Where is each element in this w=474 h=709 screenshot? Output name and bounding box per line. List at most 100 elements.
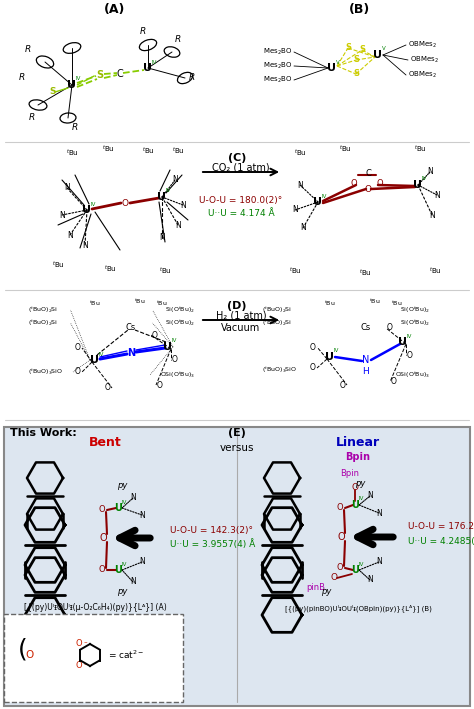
Text: IV: IV xyxy=(151,60,157,65)
Text: S: S xyxy=(345,43,351,52)
Text: [{(py)UᴵᵻOUᴵᵻ(μ-O₂C₆H₄)(py)}{Lᴬ}] (A): [{(py)UᴵᵻOUᴵᵻ(μ-O₂C₆H₄)(py)}{Lᴬ}] (A) xyxy=(24,603,166,613)
Text: $^t$Bu: $^t$Bu xyxy=(324,299,336,308)
Text: O: O xyxy=(172,355,178,364)
Text: $^t$Bu: $^t$Bu xyxy=(89,299,101,308)
Text: S: S xyxy=(50,87,56,96)
Text: U: U xyxy=(351,500,359,510)
Text: N: N xyxy=(300,223,306,233)
Text: Bent: Bent xyxy=(89,437,121,450)
Text: Mes$_2$BO: Mes$_2$BO xyxy=(263,47,292,57)
Text: U: U xyxy=(82,205,91,215)
Text: O: O xyxy=(330,574,337,583)
Text: V: V xyxy=(382,47,386,52)
Text: C: C xyxy=(117,69,123,79)
Text: ($^t$BuO)$_2$Si: ($^t$BuO)$_2$Si xyxy=(262,318,292,328)
Text: U: U xyxy=(91,355,100,365)
Text: O: O xyxy=(99,566,105,574)
Text: $^t$Bu: $^t$Bu xyxy=(134,298,146,306)
Text: (D): (D) xyxy=(227,301,247,311)
Text: O: O xyxy=(391,377,397,386)
Text: O: O xyxy=(105,384,111,393)
Text: $^t$Bu: $^t$Bu xyxy=(101,143,114,154)
Text: $^t$Bu: $^t$Bu xyxy=(293,147,306,157)
Text: U-O-U = 180.0(2)°: U-O-U = 180.0(2)° xyxy=(200,196,283,204)
Text: $^t$Bu: $^t$Bu xyxy=(338,143,351,154)
Text: O: O xyxy=(152,330,158,340)
Text: $^t$Bu: $^t$Bu xyxy=(159,264,172,276)
Text: U-O-U = 142.3(2)°: U-O-U = 142.3(2)° xyxy=(170,525,253,535)
Text: N: N xyxy=(64,184,70,193)
Text: U: U xyxy=(67,80,76,90)
Text: R: R xyxy=(140,28,146,36)
Text: (A): (A) xyxy=(104,4,126,16)
Text: U-O-U = 176.2(1)°: U-O-U = 176.2(1)° xyxy=(408,523,474,532)
Text: $^t$Bu: $^t$Bu xyxy=(289,264,301,276)
Text: $^t$Bu: $^t$Bu xyxy=(172,145,184,155)
Text: Cs: Cs xyxy=(361,323,371,333)
Text: IV: IV xyxy=(333,349,339,354)
Text: $^-$: $^-$ xyxy=(83,663,89,668)
Text: U: U xyxy=(374,50,383,60)
Text: IV: IV xyxy=(98,352,104,357)
Text: O: O xyxy=(75,343,81,352)
Text: U: U xyxy=(326,352,335,362)
Text: N: N xyxy=(139,557,145,566)
Text: Linear: Linear xyxy=(336,437,380,450)
Text: C: C xyxy=(365,169,371,179)
Text: O: O xyxy=(352,483,358,491)
Text: N: N xyxy=(82,240,88,250)
Text: Mes$_2$BO: Mes$_2$BO xyxy=(263,75,292,85)
Text: N: N xyxy=(175,220,181,230)
Text: Si(O$^t$Bu)$_2$: Si(O$^t$Bu)$_2$ xyxy=(400,305,430,315)
FancyBboxPatch shape xyxy=(4,614,183,702)
Text: This Work:: This Work: xyxy=(10,428,77,438)
Text: ($^t$BuO)$_3$SiO: ($^t$BuO)$_3$SiO xyxy=(28,367,63,377)
Text: versus: versus xyxy=(220,443,254,453)
Text: U: U xyxy=(114,503,122,513)
Text: $^t$Bu: $^t$Bu xyxy=(358,267,372,277)
Text: IV: IV xyxy=(165,189,171,194)
Text: R: R xyxy=(175,35,181,45)
Text: Si(O$^t$Bu)$_2$: Si(O$^t$Bu)$_2$ xyxy=(165,305,195,315)
Text: N: N xyxy=(159,233,165,242)
Text: $^t$Bu: $^t$Bu xyxy=(65,147,78,157)
Text: N: N xyxy=(67,230,73,240)
Text: U: U xyxy=(351,565,359,575)
Text: $^t$Bu: $^t$Bu xyxy=(156,299,168,308)
Text: N: N xyxy=(139,510,145,520)
Text: O: O xyxy=(340,381,346,389)
Text: S: S xyxy=(353,55,359,65)
Text: Cs: Cs xyxy=(126,323,136,333)
Text: U: U xyxy=(114,565,122,575)
Text: S: S xyxy=(359,45,365,55)
Text: O: O xyxy=(387,323,393,333)
Text: N: N xyxy=(297,181,303,189)
Text: N: N xyxy=(127,348,135,358)
Text: U: U xyxy=(164,342,173,352)
Text: N: N xyxy=(130,578,136,586)
Text: Si(O$^t$Bu)$_2$: Si(O$^t$Bu)$_2$ xyxy=(400,318,430,328)
Text: N: N xyxy=(367,491,373,501)
Text: N: N xyxy=(180,201,186,209)
Text: OBMes$_2$: OBMes$_2$ xyxy=(410,55,439,65)
Text: Mes$_2$BO: Mes$_2$BO xyxy=(263,61,292,71)
Text: N: N xyxy=(429,211,435,220)
Text: Vacuum: Vacuum xyxy=(221,323,261,333)
Text: R: R xyxy=(25,45,31,55)
Text: IV: IV xyxy=(358,496,364,501)
Text: H: H xyxy=(363,367,369,376)
Text: ($^t$BuO)$_2$Si: ($^t$BuO)$_2$Si xyxy=(262,305,292,315)
Text: O: O xyxy=(337,532,345,542)
Text: $^t$Bu: $^t$Bu xyxy=(414,143,427,154)
Text: OBMes$_2$: OBMes$_2$ xyxy=(408,70,437,80)
Text: N: N xyxy=(59,211,65,220)
Text: N: N xyxy=(376,557,382,566)
Text: O: O xyxy=(99,506,105,515)
Text: O: O xyxy=(351,179,357,189)
Text: IV: IV xyxy=(121,500,127,505)
Text: (E): (E) xyxy=(228,428,246,438)
Text: py: py xyxy=(117,481,127,489)
Text: U··U = 4.2485(2) Å: U··U = 4.2485(2) Å xyxy=(408,536,474,546)
Text: $^t$Bu: $^t$Bu xyxy=(142,145,155,155)
Text: O: O xyxy=(310,342,316,352)
